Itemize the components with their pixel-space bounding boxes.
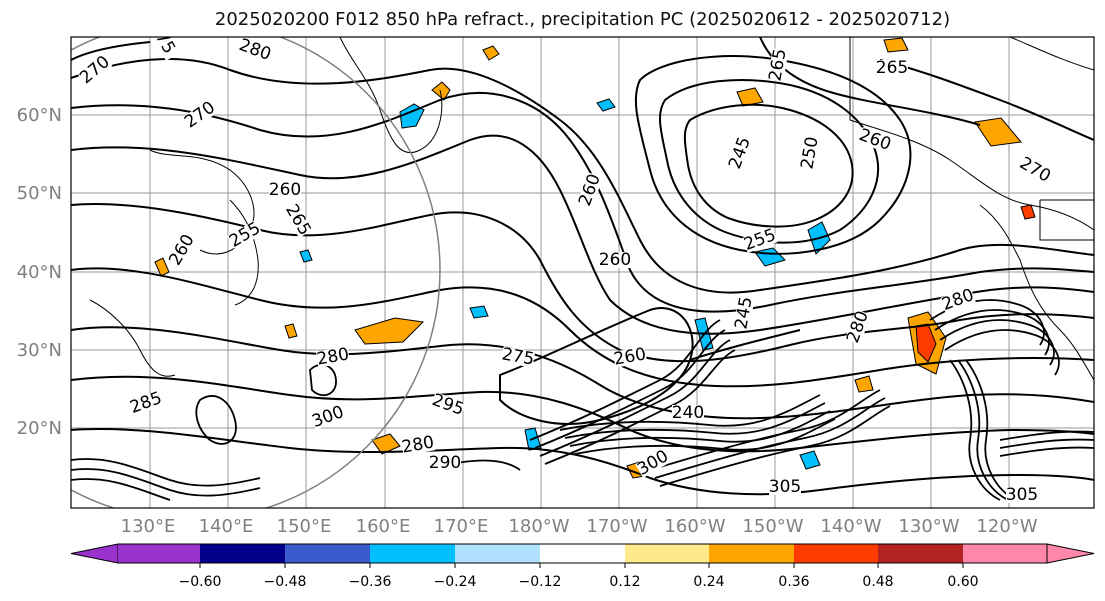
reference-circle	[71, 37, 441, 508]
contour-label-bg	[269, 182, 301, 198]
contour-label-bg	[672, 405, 704, 421]
contour-label-bg	[182, 99, 218, 131]
colorbar-tick-label: −0.24	[434, 574, 477, 590]
contour-label: 260	[599, 250, 631, 270]
contour-label-bg	[769, 479, 801, 495]
contour-label-bg	[315, 346, 351, 368]
contour-label-bg	[429, 455, 461, 471]
chart-title: 2025020200 F012 850 hPa refract., precip…	[214, 9, 951, 30]
longitude-label: 160°E	[356, 516, 411, 537]
colorbar-tick-label: 0.24	[693, 574, 724, 590]
colorbar-segment	[794, 544, 878, 563]
longitude-labels: 130°E 140°E 150°E 160°E 170°E 180°W 170°W 160°W…	[121, 516, 1038, 537]
colorbar-tick-label: −0.36	[349, 574, 392, 590]
contour-label-bg	[635, 448, 671, 478]
contour-label-bg	[150, 37, 180, 61]
longitude-label: 140°E	[199, 516, 254, 537]
colorbar-tick-label: −0.48	[264, 574, 307, 590]
contour-label: 305	[1006, 485, 1038, 505]
contour-label-bg	[599, 252, 631, 268]
contour-label-bg	[500, 346, 536, 368]
contour-label-bg	[577, 172, 603, 208]
colorbar-tick-label: 0.12	[609, 574, 640, 590]
longitude-label: 120°W	[976, 516, 1037, 537]
contour-label-bg	[857, 127, 893, 153]
latitude-label: 20°N	[17, 418, 62, 439]
colorbar-segment	[455, 544, 540, 563]
contour-label-bg	[77, 53, 113, 87]
contour-label-bg	[310, 404, 346, 430]
colorbar-tick-label: 0.48	[862, 574, 893, 590]
precipitation-patches	[154, 37, 1036, 479]
contour-label-bg	[767, 47, 789, 83]
coastlines	[89, 37, 1094, 381]
contour-label-bg	[940, 287, 976, 313]
contour-label: 240	[672, 403, 704, 423]
latitude-labels: 60°N 50°N 40°N 30°N 20°N	[17, 105, 62, 439]
contour-label-bg	[845, 309, 871, 345]
contour-label: 260	[269, 180, 301, 200]
contour-label-bg	[799, 135, 821, 171]
colorbar-segment	[540, 544, 625, 563]
contour-label-bg	[742, 227, 778, 253]
colorbar-segment	[709, 544, 794, 563]
colorbar-segment	[285, 544, 370, 563]
longitude-label: 130°E	[121, 516, 176, 537]
colorbar-segment	[878, 544, 963, 563]
longitude-label: 170°E	[434, 516, 489, 537]
contour-label: 265	[876, 58, 908, 78]
longitude-label: 150°E	[277, 516, 332, 537]
colorbar-tick-label: −0.60	[179, 574, 222, 590]
colorbar-segment	[370, 544, 455, 563]
contour-label-bg	[612, 346, 648, 368]
contour-label-bg	[283, 202, 313, 238]
contour-label-bg	[727, 135, 753, 171]
longitude-label: 160°W	[664, 516, 725, 537]
contour-label: 305	[769, 477, 801, 497]
contour-label-bg	[430, 392, 466, 418]
colorbar-outline	[118, 543, 1047, 564]
longitude-label: 150°W	[742, 516, 803, 537]
longitude-label: 130°W	[898, 516, 959, 537]
contour-label-bg	[733, 295, 755, 331]
colorbar-extend-high	[1046, 543, 1095, 564]
contour-label-bg	[400, 434, 436, 456]
latitude-label: 40°N	[17, 262, 62, 283]
longitude-label: 170°W	[586, 516, 647, 537]
map-frame	[70, 36, 1095, 509]
contour-label-bg	[876, 60, 908, 76]
contour-label: 290	[429, 453, 461, 473]
latitude-label: 50°N	[17, 183, 62, 204]
longitude-label: 180°W	[508, 516, 569, 537]
colorbar-segment	[200, 544, 285, 563]
contour-label-bg	[1017, 155, 1053, 185]
contour-label-bg	[237, 37, 273, 63]
colorbar-segment	[625, 544, 709, 563]
colorbar-segment	[963, 544, 1047, 563]
colorbar-extend-low	[70, 543, 119, 564]
longitude-label: 140°W	[820, 516, 881, 537]
contour-label-bg	[227, 220, 263, 250]
contour-label-bg	[1006, 487, 1038, 503]
colorbar: −0.60 −0.48 −0.36 −0.24 −0.12 0.12 0.24 0.36 0.4…	[70, 543, 1095, 590]
latitude-label: 30°N	[17, 340, 62, 361]
contour-label-bg	[128, 390, 164, 416]
contour-label-bg	[167, 232, 197, 268]
colorbar-tick-label: 0.60	[947, 574, 978, 590]
colorbar-segment	[118, 544, 200, 563]
latitude-label: 60°N	[17, 105, 62, 126]
colorbar-tick-label: −0.12	[519, 574, 562, 590]
colorbar-tick-label: 0.36	[778, 574, 809, 590]
dense-contours	[71, 299, 1094, 501]
